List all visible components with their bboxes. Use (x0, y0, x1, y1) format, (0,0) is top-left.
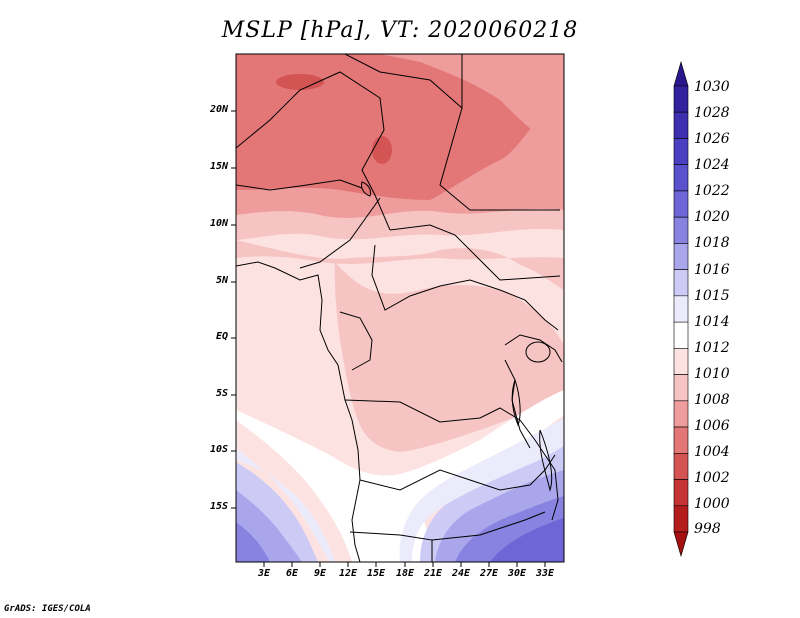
colorbar-label: 1018 (694, 235, 730, 251)
lon-ticks (263, 562, 546, 567)
map-frame (235, 53, 565, 563)
colorbar-label: 1022 (694, 183, 730, 199)
lon-label: 24E (451, 568, 471, 579)
colorbar-cell (673, 85, 689, 113)
lat-label: 20N (209, 104, 228, 115)
colorbar-cell (673, 374, 689, 402)
colorbar-label: 998 (694, 521, 721, 537)
colorbar-label: 1014 (694, 314, 730, 330)
map-title: MSLP [hPa], VT: 2020060218 (221, 18, 579, 43)
lat-label: 15S (209, 501, 228, 512)
lon-label: 9E (313, 568, 327, 579)
country-borders (236, 54, 563, 562)
colorbar-cell (673, 243, 689, 270)
colorbar-cell (673, 216, 689, 244)
lon-label: 3E (257, 568, 271, 579)
colorbar-cell (673, 452, 689, 480)
colorbar-cell (673, 479, 689, 507)
lon-label: 30E (507, 568, 527, 579)
colorbar-cell (673, 164, 689, 192)
lat-label: 15N (209, 161, 228, 172)
grads-credit: GrADS: IGES/COLA (4, 604, 91, 614)
colorbar-label: 1016 (694, 262, 730, 278)
colorbar-label: 1008 (694, 392, 730, 408)
colorbar-cell (673, 295, 689, 323)
lat-label: 5N (215, 275, 228, 286)
colorbar-cell (673, 111, 689, 139)
colorbar-cell (673, 60, 689, 87)
colorbar-label: 1030 (694, 79, 730, 95)
lon-label: 15E (366, 568, 386, 579)
colorbar-label: 1002 (694, 470, 730, 486)
colorbar (673, 60, 689, 558)
lakes (361, 181, 553, 492)
colorbar-cell (673, 531, 689, 558)
lat-label: EQ (215, 331, 228, 342)
lat-label: 10N (209, 218, 228, 229)
lon-label: 18E (395, 568, 415, 579)
colorbar-label: 1020 (694, 209, 730, 225)
pressure-field (236, 54, 564, 562)
colorbar-cell (673, 138, 689, 166)
colorbar-label: 1006 (694, 418, 730, 434)
colorbar-label: 1004 (694, 444, 730, 460)
colorbar-label: 1000 (694, 496, 730, 512)
lon-label: 27E (479, 568, 499, 579)
colorbar-label: 1015 (694, 288, 730, 304)
colorbar-cell (673, 505, 689, 533)
lat-label: 10S (209, 444, 228, 455)
lon-label: 21E (423, 568, 443, 579)
colorbar-cell (673, 190, 689, 218)
colorbar-cell (673, 348, 689, 375)
colorbar-cell (673, 269, 689, 297)
lon-label: 6E (285, 568, 299, 579)
colorbar-label: 1012 (694, 340, 730, 356)
colorbar-label: 1026 (694, 131, 730, 147)
colorbar-label: 1028 (694, 105, 730, 121)
colorbar-cell (673, 426, 689, 454)
colorbar-label: 1010 (694, 366, 730, 382)
lon-label: 12E (338, 568, 358, 579)
colorbar-cell (673, 321, 689, 349)
colorbar-label: 1024 (694, 157, 730, 173)
lat-label: 5S (215, 388, 228, 399)
lon-label: 33E (535, 568, 555, 579)
colorbar-cell (673, 400, 689, 428)
lat-ticks (231, 110, 236, 509)
